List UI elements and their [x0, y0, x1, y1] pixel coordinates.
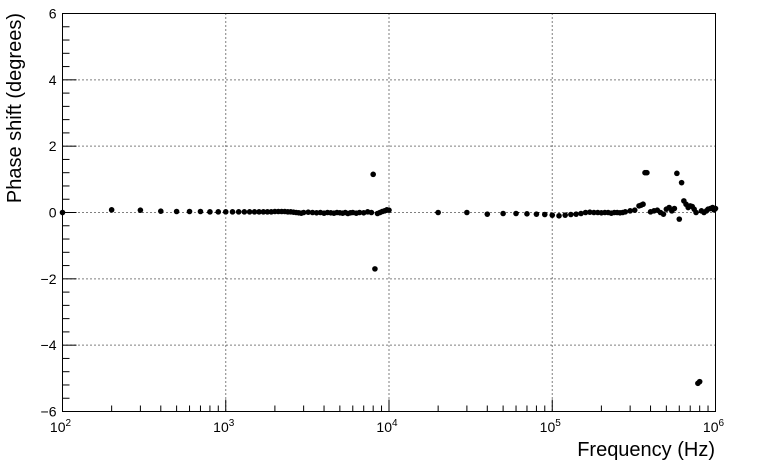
y-tick-label: 2 — [49, 138, 57, 154]
data-point — [229, 209, 236, 215]
y-tick-label: 6 — [49, 6, 57, 22]
x-tick-labels: 102 103 104 105 106 — [50, 418, 725, 435]
data-point — [207, 209, 213, 215]
data-point — [562, 212, 568, 218]
data-point — [644, 169, 650, 176]
data-point — [222, 209, 229, 215]
y-tick-label: −6 — [41, 404, 57, 420]
data-point — [235, 209, 242, 215]
data-point — [108, 207, 115, 213]
data-point — [631, 207, 638, 213]
data-point — [627, 208, 633, 214]
data-point — [309, 209, 316, 216]
data-point — [186, 208, 193, 215]
data-point — [524, 211, 530, 217]
data-point — [260, 209, 267, 215]
y-tick-label: −2 — [41, 271, 57, 287]
x-tick-label: 104 — [376, 418, 398, 435]
data-point — [246, 209, 253, 215]
data-point — [215, 209, 222, 215]
data-point — [251, 209, 258, 215]
data-point — [300, 209, 307, 216]
data-point — [370, 171, 376, 178]
data-point — [549, 212, 556, 218]
data-point — [500, 210, 506, 217]
data-point — [484, 211, 491, 217]
data-point — [573, 211, 579, 217]
data-point — [587, 209, 593, 215]
data-point — [674, 170, 680, 177]
data-point — [356, 209, 363, 216]
data-point — [157, 208, 164, 214]
data-point — [678, 179, 685, 186]
x-tick-label: 102 — [50, 418, 72, 435]
axis-ticks — [62, 13, 716, 412]
data-point — [671, 205, 678, 212]
y-tick-label: 0 — [49, 205, 57, 221]
data-point — [435, 209, 441, 216]
data-point — [305, 209, 312, 215]
data-point — [241, 209, 248, 215]
data-point — [264, 209, 271, 215]
data-point — [676, 216, 683, 222]
data-point — [568, 211, 574, 218]
data-point — [556, 213, 562, 219]
data-point — [372, 266, 378, 272]
data-point — [640, 201, 646, 208]
y-axis-title: Phase shift (degrees) — [4, 13, 26, 203]
plot-frame — [62, 13, 716, 412]
y-tick-labels: 6 4 2 0 −2 −4 −6 — [41, 6, 57, 420]
data-point — [541, 211, 548, 218]
data-point — [591, 209, 597, 216]
data-point — [660, 211, 667, 217]
x-tick-label: 103 — [213, 418, 235, 435]
data-point — [256, 209, 262, 215]
y-tick-label: −4 — [41, 337, 57, 353]
data-point — [622, 209, 629, 215]
data-point — [137, 207, 144, 213]
data-point — [386, 207, 392, 213]
data-point — [582, 209, 589, 216]
x-tick-label: 106 — [703, 418, 725, 435]
data-point — [513, 210, 519, 217]
data-point — [173, 208, 180, 215]
data-point — [368, 209, 375, 216]
data-points — [59, 169, 719, 387]
data-point — [464, 209, 470, 216]
data-point — [197, 208, 204, 215]
data-point — [533, 211, 540, 217]
y-tick-label: 4 — [49, 72, 57, 88]
data-point — [696, 378, 703, 385]
data-point — [693, 209, 699, 216]
data-point — [578, 210, 584, 217]
x-axis-title: Frequency (Hz) — [577, 439, 715, 461]
x-tick-label: 105 — [540, 418, 562, 435]
